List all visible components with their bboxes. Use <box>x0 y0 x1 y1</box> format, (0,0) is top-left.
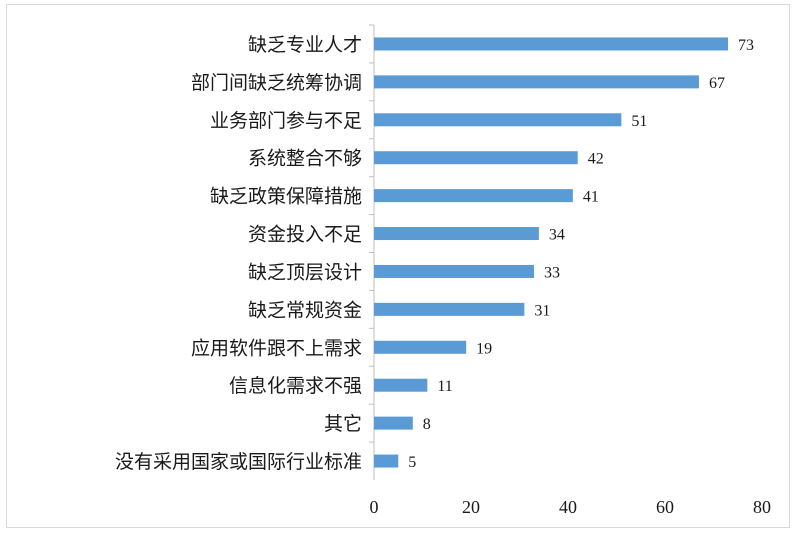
x-tick-labels: 0 20 40 60 80 <box>370 497 772 517</box>
category-label: 部门间缺乏统筹协调 <box>191 72 362 94</box>
x-tick-label: 20 <box>462 497 480 517</box>
chart-frame: 缺乏专业人才部门间缺乏统筹协调业务部门参与不足系统整合不够缺乏政策保障措施资金投… <box>6 4 790 528</box>
category-label: 没有采用国家或国际行业标准 <box>115 451 362 473</box>
category-label: 信息化需求不强 <box>229 375 362 397</box>
category-label: 系统整合不够 <box>248 148 362 170</box>
category-labels: 缺乏专业人才部门间缺乏统筹协调业务部门参与不足系统整合不够缺乏政策保障措施资金投… <box>115 34 362 473</box>
bar <box>374 378 428 392</box>
bar <box>374 302 525 316</box>
bar-chart: 缺乏专业人才部门间缺乏统筹协调业务部门参与不足系统整合不够缺乏政策保障措施资金投… <box>115 24 772 517</box>
data-label: 51 <box>631 113 647 130</box>
data-label: 19 <box>476 340 492 357</box>
bar <box>374 189 573 203</box>
data-label: 42 <box>588 151 604 168</box>
bar <box>374 264 535 278</box>
bar <box>374 75 699 89</box>
value-labels: 73 67 51 42 41 34 33 31 19 11 8 5 <box>408 37 754 471</box>
x-tick-label: 80 <box>753 497 771 517</box>
category-label: 缺乏顶层设计 <box>248 261 362 283</box>
data-label: 11 <box>437 378 452 395</box>
bar <box>374 113 622 127</box>
axis-layer <box>369 24 375 480</box>
category-label: 资金投入不足 <box>248 224 362 246</box>
data-label: 73 <box>738 37 754 54</box>
bar <box>374 151 578 165</box>
x-tick-label: 60 <box>656 497 674 517</box>
bar <box>374 340 467 354</box>
x-tick-label: 40 <box>559 497 577 517</box>
data-label: 8 <box>423 416 431 433</box>
data-label: 33 <box>544 264 560 281</box>
data-label: 5 <box>408 454 416 471</box>
data-label: 34 <box>549 227 565 244</box>
category-label: 缺乏常规资金 <box>248 299 362 321</box>
bar <box>374 227 539 241</box>
data-label: 67 <box>709 75 725 92</box>
category-label: 其它 <box>324 413 362 435</box>
bar <box>374 416 413 430</box>
category-label: 缺乏政策保障措施 <box>210 186 362 208</box>
category-label: 业务部门参与不足 <box>210 110 362 132</box>
bar <box>374 454 399 468</box>
category-label: 缺乏专业人才 <box>248 34 362 56</box>
category-label: 应用软件跟不上需求 <box>191 337 362 359</box>
bar <box>374 37 729 51</box>
x-tick-label: 0 <box>370 497 379 517</box>
bars-layer <box>374 37 729 468</box>
data-label: 41 <box>583 189 599 206</box>
data-label: 31 <box>534 302 550 319</box>
